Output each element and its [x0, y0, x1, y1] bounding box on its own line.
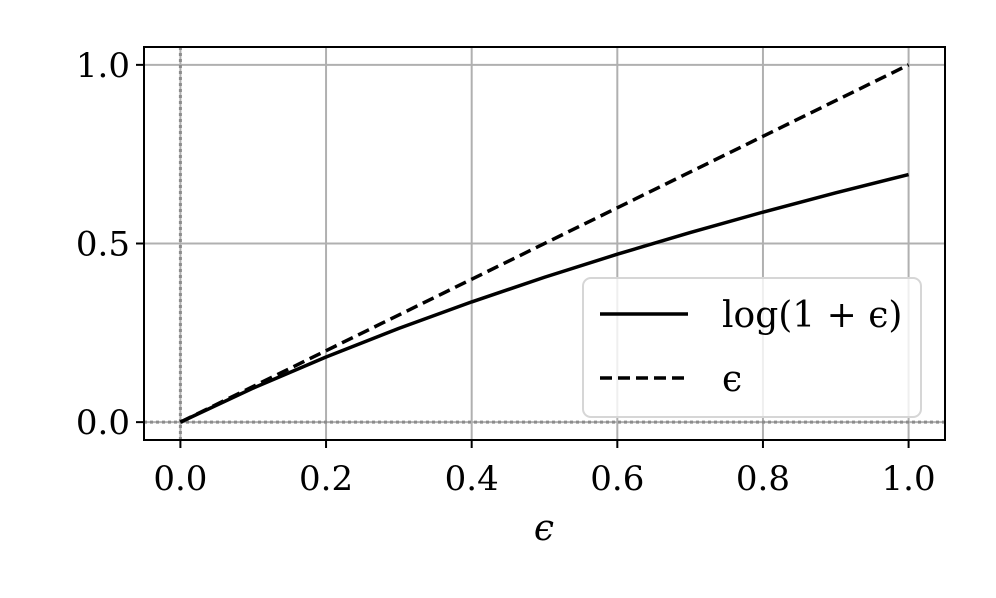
x-tick-label: 0.4	[445, 459, 499, 499]
legend-label-1: ϵ	[722, 359, 742, 400]
x-tick-label: 0.6	[590, 459, 644, 499]
x-axis: 0.0 0.2 0.4 0.6 0.8 1.0	[153, 440, 936, 499]
x-tick-label: 0.8	[736, 459, 790, 499]
legend-label-0: log(1 + ϵ)	[722, 295, 902, 336]
legend: log(1 + ϵ) ϵ	[582, 277, 922, 418]
y-tick-label: 1.0	[76, 46, 130, 86]
series-group	[179, 63, 910, 424]
series-line-0	[179, 172, 910, 424]
y-tick-label: 0.5	[76, 225, 130, 265]
y-axis: 0.0 0.5 1.0	[76, 46, 144, 443]
x-tick-label: 0.2	[299, 459, 353, 499]
x-tick-label: 0.0	[153, 459, 207, 499]
x-axis-label: ϵ	[534, 508, 554, 549]
series-line-1	[179, 63, 910, 424]
reference-lines	[144, 47, 945, 440]
y-tick-label: 0.0	[76, 403, 130, 443]
x-tick-label: 1.0	[882, 459, 936, 499]
